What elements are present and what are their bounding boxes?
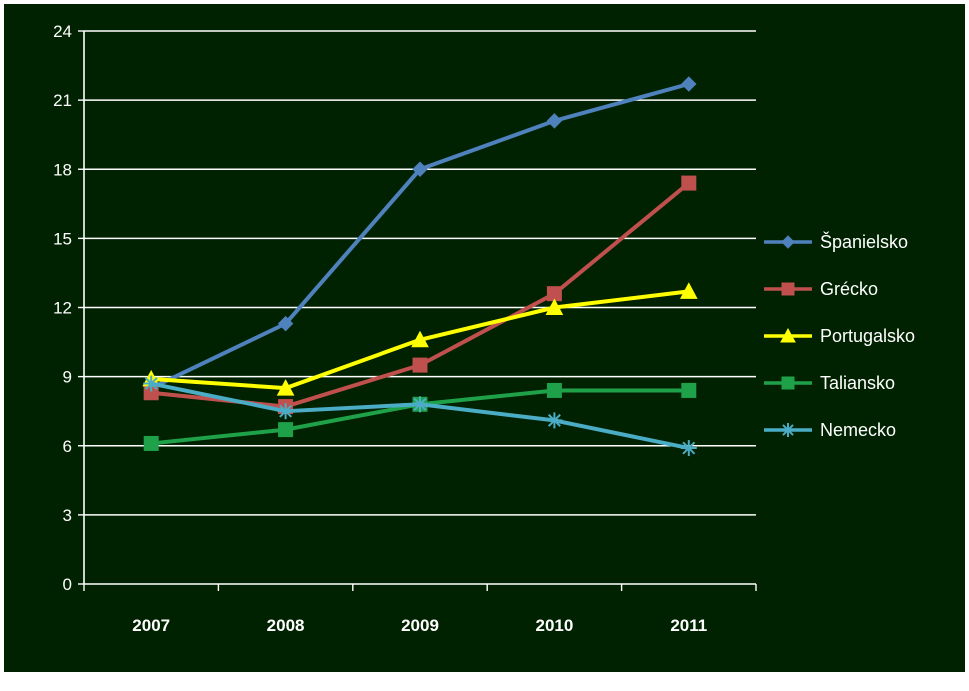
data-point — [780, 327, 796, 343]
series-line — [149, 381, 691, 451]
legend-label: Grécko — [820, 279, 878, 299]
data-point — [546, 412, 563, 429]
series-grécko — [143, 175, 697, 415]
legend-entry: Španielsko — [764, 231, 908, 252]
data-point-stroke — [279, 404, 293, 418]
series-španielsko — [143, 76, 697, 396]
series-nemecko — [143, 375, 697, 457]
legend-label: Španielsko — [820, 231, 908, 252]
x-tick-label: 2008 — [267, 616, 305, 635]
legend-label: Taliansko — [820, 373, 895, 393]
x-tick-label: 2010 — [535, 616, 573, 635]
data-point — [546, 382, 562, 398]
y-tick-label: 3 — [63, 506, 72, 525]
data-point — [781, 282, 795, 296]
data-point — [546, 113, 563, 129]
data-point — [781, 423, 795, 437]
data-point — [680, 440, 697, 457]
x-tick-label: 2007 — [132, 616, 170, 635]
y-tick-label: 21 — [53, 91, 72, 110]
data-point-stroke — [547, 413, 561, 427]
data-point — [411, 330, 429, 348]
data-point — [278, 422, 294, 438]
y-tick-label: 18 — [53, 160, 72, 179]
data-point — [276, 379, 295, 396]
data-point — [545, 298, 564, 315]
y-tick-label: 6 — [63, 437, 72, 456]
data-point — [143, 435, 159, 451]
y-tick-label: 15 — [53, 229, 72, 248]
data-point-stroke — [682, 441, 696, 455]
legend-entry: Portugalsko — [764, 326, 915, 346]
legend-entry: Taliansko — [764, 373, 895, 393]
line-chart: 0 3 6 9 12 15 18 21 24 2007 2008 2009 2010 2011 Špani… — [53, 22, 915, 635]
data-point — [277, 403, 294, 420]
data-point-stroke — [782, 424, 794, 436]
series-line — [149, 181, 691, 409]
data-point-stroke — [144, 377, 158, 391]
data-point — [412, 161, 428, 177]
data-point-stroke — [413, 397, 427, 411]
data-point — [681, 382, 697, 398]
legend-entry: Grécko — [764, 279, 878, 299]
y-tick-label: 24 — [53, 22, 72, 41]
series-portugalsko — [142, 282, 698, 396]
legend-entry: Nemecko — [764, 420, 896, 440]
y-tick-label: 0 — [63, 575, 72, 594]
data-point — [412, 396, 428, 413]
legend-label: Nemecko — [820, 420, 896, 440]
data-point — [679, 282, 698, 299]
data-point — [781, 235, 795, 249]
data-point — [681, 175, 697, 191]
x-tick-label: 2011 — [670, 616, 707, 635]
data-point — [143, 375, 160, 392]
series-taliansko — [143, 382, 697, 451]
data-point — [681, 76, 697, 92]
series-lines — [142, 76, 698, 457]
y-tick-label: 12 — [53, 299, 72, 318]
legend-label: Portugalsko — [820, 326, 915, 346]
axes: 0 3 6 9 12 15 18 21 24 2007 2008 2009 2010 2011 — [53, 22, 757, 635]
x-tick-label: 2009 — [401, 616, 439, 635]
data-point — [277, 315, 294, 332]
legend: Španielsko Grécko Portugalsko Taliansko Neme… — [764, 231, 915, 440]
data-point — [781, 376, 795, 390]
y-tick-label: 9 — [63, 368, 72, 387]
data-point — [412, 357, 428, 373]
chart-area: 0 3 6 9 12 15 18 21 24 2007 2008 2009 2010 2011 Špani… — [4, 4, 965, 672]
